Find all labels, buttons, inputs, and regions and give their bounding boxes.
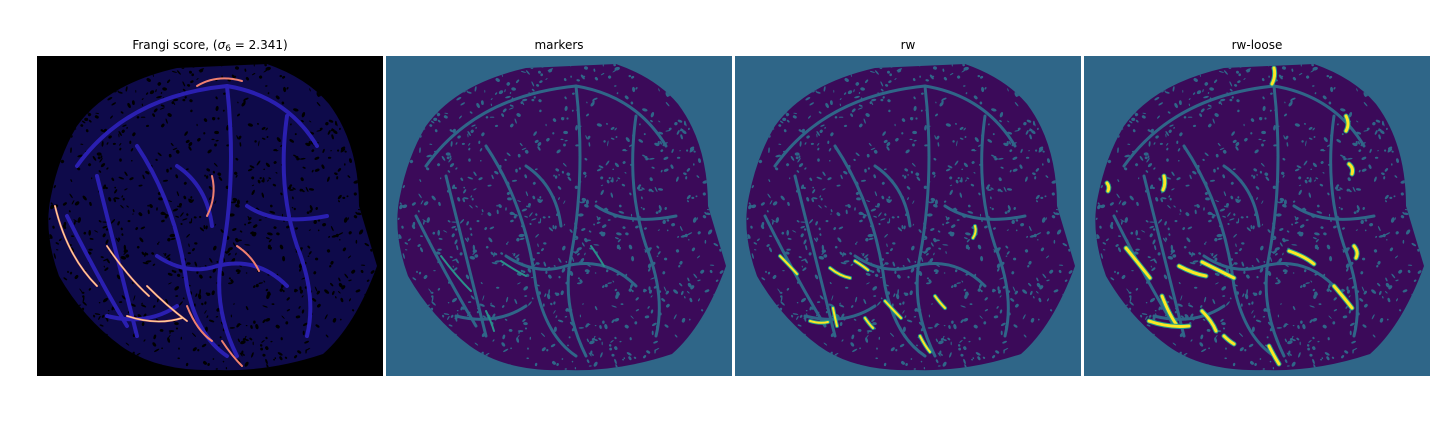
vessel-line: [566, 84, 588, 358]
vessel-line: [175, 164, 214, 228]
vessel-line: [833, 144, 927, 358]
vessel-line: [484, 144, 578, 358]
highlight-segment: [236, 245, 260, 272]
frangi-score-image: [37, 56, 383, 376]
highlight-segment: [485, 310, 495, 332]
highlight-segment: [1287, 249, 1316, 266]
highlight-segment: [1160, 294, 1178, 326]
highlight-segment: [1105, 181, 1111, 193]
highlight-segment: [126, 315, 183, 322]
highlight-segment: [1352, 244, 1359, 260]
tissue-region: [397, 64, 726, 371]
highlight-segment: [1177, 264, 1208, 278]
vessel-line: [155, 254, 289, 288]
markers-image: [386, 56, 732, 376]
vessel-line: [980, 114, 1010, 338]
highlight-segment: [919, 335, 931, 353]
vessel-line: [1142, 174, 1186, 338]
highlight-segment: [1200, 309, 1218, 333]
vessel-line: [853, 254, 987, 288]
panel-title-markers: markers: [534, 38, 584, 52]
highlight-segment: [1161, 174, 1167, 192]
title-subscript: 6: [225, 44, 231, 54]
tissue-region: [48, 64, 377, 371]
highlight-segment: [146, 285, 188, 322]
vessel-line: [873, 164, 912, 228]
vessel-line: [1329, 114, 1359, 338]
highlight-segment: [440, 255, 472, 292]
vessel-line: [1264, 84, 1286, 358]
highlight-segment: [1124, 246, 1152, 280]
vessel-line: [594, 204, 678, 221]
highlight-segment: [1222, 334, 1236, 346]
texture-group: [1095, 64, 1424, 371]
markers-canvas: [386, 56, 732, 376]
highlight-segment: [590, 245, 605, 267]
rw-canvas: [735, 56, 1081, 376]
vessel-line: [1292, 204, 1376, 221]
highlight-segment: [779, 255, 798, 275]
highlight-segment: [196, 77, 243, 87]
rw-loose-canvas: [1084, 56, 1430, 376]
highlight-segment: [1332, 284, 1354, 310]
highlight-segment: [829, 267, 851, 279]
vessel-line: [504, 254, 638, 288]
title-suffix: = 2.341): [230, 38, 288, 52]
vessel-line: [281, 114, 313, 338]
highlight-segment: [864, 317, 874, 329]
panel-title-frangi: Frangi score, (σ6 = 2.341): [37, 37, 383, 57]
vessel-line: [1202, 254, 1336, 288]
highlight-segment: [206, 175, 215, 217]
highlight-segment: [1270, 66, 1277, 86]
tissue-region: [746, 64, 1075, 371]
vessel-line: [444, 174, 488, 338]
vessel-line: [773, 84, 1017, 168]
rw-loose-image: [1084, 56, 1430, 376]
highlight-segment: [1200, 260, 1236, 280]
highlight-segment: [809, 320, 829, 324]
highlight-segment: [972, 225, 977, 239]
highlight-segment: [221, 340, 243, 367]
vessel-line: [414, 214, 478, 328]
vessel-line: [75, 83, 319, 168]
title-prefix: Frangi score, (: [132, 38, 218, 52]
highlight-segment: [934, 295, 946, 309]
highlight-segment: [854, 260, 869, 271]
vessel-line: [1222, 164, 1261, 228]
highlight-segment: [186, 305, 213, 342]
vessel-line: [915, 84, 937, 358]
panel-title-rw: rw: [900, 38, 916, 52]
highlight-segment: [500, 260, 527, 277]
vessel-line: [943, 204, 1027, 221]
vessel-line: [803, 304, 877, 321]
vessel-line: [217, 84, 239, 358]
vessel-line: [454, 304, 528, 321]
highlight-segment: [1347, 162, 1355, 176]
frangi-score-canvas: [37, 56, 383, 376]
vessel-line: [1122, 84, 1366, 168]
title-sigma: σ: [217, 38, 226, 52]
highlight-segment: [832, 307, 838, 327]
highlight-segment: [54, 205, 98, 287]
vessel-line: [631, 114, 661, 338]
vessel-line: [65, 214, 129, 328]
vessel-line: [524, 164, 563, 228]
vessel-line: [424, 84, 668, 168]
vessel-line: [1152, 304, 1226, 321]
highlight-segment: [1344, 114, 1350, 133]
highlight-segment: [106, 245, 150, 297]
vessel-line: [245, 204, 329, 222]
highlight-segment: [1147, 319, 1191, 328]
highlight-segment: [1267, 344, 1281, 366]
vessel-line: [793, 174, 837, 338]
panel-title-rw-loose: rw-loose: [1231, 38, 1283, 52]
rw-image: [735, 56, 1081, 376]
highlight-segment: [884, 300, 902, 319]
